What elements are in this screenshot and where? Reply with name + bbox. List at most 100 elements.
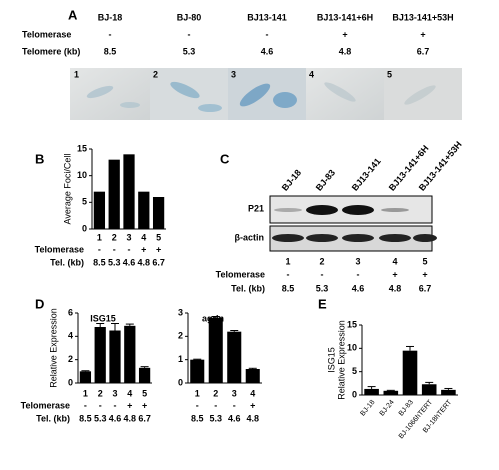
bar bbox=[364, 388, 379, 395]
cell: 5.3 bbox=[183, 46, 196, 56]
column-header: BJ13-141+53H bbox=[392, 12, 453, 22]
band-label: P21 bbox=[248, 203, 264, 213]
y-tick-label: 2 bbox=[68, 354, 73, 364]
cell: - bbox=[188, 29, 191, 39]
cell: 8.5 bbox=[282, 283, 295, 293]
cell: - bbox=[357, 269, 360, 279]
lane-number: 1 bbox=[285, 256, 290, 266]
cell: 8.5 bbox=[191, 413, 204, 423]
y-tick-label: 5 bbox=[352, 366, 357, 376]
image-number: 1 bbox=[74, 69, 79, 79]
row-label: Telomere (kb) bbox=[22, 46, 80, 56]
y-tick-label: 2 bbox=[178, 331, 183, 341]
y-tick-label: 5 bbox=[82, 197, 87, 207]
cell: + bbox=[422, 269, 427, 279]
panel-label: A bbox=[68, 7, 78, 22]
y-tick-label: 0 bbox=[82, 223, 87, 233]
cell: + bbox=[156, 244, 161, 254]
y-axis-label: Relative Expression bbox=[48, 308, 58, 388]
western-blot bbox=[269, 195, 437, 252]
cell: + bbox=[420, 29, 425, 39]
x-tick-label: 3 bbox=[232, 388, 237, 398]
bar bbox=[190, 359, 205, 383]
x-tick-label: 2 bbox=[213, 388, 218, 398]
cell: - bbox=[196, 400, 199, 410]
bar bbox=[421, 384, 437, 395]
panel-label: D bbox=[35, 296, 44, 311]
bar bbox=[138, 191, 150, 229]
row-label: Telomerase bbox=[216, 269, 265, 279]
row-label: Tel. (kb) bbox=[50, 257, 84, 267]
y-tick-label: 1 bbox=[178, 354, 183, 364]
image-number: 2 bbox=[153, 69, 158, 79]
cell: 4.6 bbox=[261, 46, 274, 56]
column-header: BJ-80 bbox=[177, 12, 202, 22]
y-axis-label: Average Foci/Cell bbox=[62, 154, 72, 225]
cell: 4.6 bbox=[228, 413, 241, 423]
cell: 4.8 bbox=[389, 283, 402, 293]
cell: 5.3 bbox=[209, 413, 222, 423]
x-tick-label: 4 bbox=[250, 388, 255, 398]
band-label: β-actin bbox=[235, 232, 265, 242]
lane-label: BJ-83 bbox=[314, 168, 337, 193]
x-tick-label: 4 bbox=[127, 388, 132, 398]
y-tick-label: 0 bbox=[178, 377, 183, 387]
bar bbox=[383, 390, 399, 395]
lane-label: BJ-18 bbox=[280, 168, 303, 193]
row-label: Telomerase bbox=[35, 244, 84, 254]
cell: 5.3 bbox=[94, 413, 107, 423]
y-tick-label: 15 bbox=[77, 143, 87, 153]
cell: - bbox=[99, 400, 102, 410]
bar bbox=[108, 159, 120, 229]
micrographs bbox=[70, 68, 462, 120]
cell: - bbox=[128, 244, 131, 254]
cell: 5.3 bbox=[108, 257, 121, 267]
image-number: 4 bbox=[309, 69, 314, 79]
x-tick-label: 1 bbox=[97, 232, 102, 242]
x-tick-label: BJ-1066hTERT bbox=[398, 398, 435, 440]
y-axis-label: Relative Expression bbox=[336, 320, 346, 400]
cell: 8.5 bbox=[79, 413, 92, 423]
x-tick-label: 5 bbox=[156, 232, 161, 242]
panel-label: C bbox=[220, 151, 230, 166]
bar bbox=[138, 367, 151, 383]
cell: 4.6 bbox=[352, 283, 365, 293]
panel-label: B bbox=[35, 151, 44, 166]
bar bbox=[441, 389, 456, 395]
row-label: Telomerase bbox=[21, 400, 70, 410]
cell: 8.5 bbox=[93, 257, 106, 267]
bar bbox=[124, 325, 136, 383]
x-tick-label: 1 bbox=[195, 388, 200, 398]
cell: + bbox=[250, 400, 255, 410]
x-tick-label: BJ-83 bbox=[398, 399, 415, 418]
lane-number: 2 bbox=[319, 256, 324, 266]
cell: - bbox=[114, 400, 117, 410]
column-header: BJ13-141+6H bbox=[317, 12, 373, 22]
cell: - bbox=[233, 400, 236, 410]
cell: - bbox=[109, 29, 112, 39]
bar bbox=[79, 371, 92, 383]
cell: 6.7 bbox=[138, 413, 151, 423]
row-label: Telomerase bbox=[22, 29, 71, 39]
cell: 4.8 bbox=[124, 413, 137, 423]
y-tick-label: 0 bbox=[68, 377, 73, 387]
bar bbox=[402, 350, 418, 395]
column-header: BJ13-141 bbox=[247, 12, 287, 22]
bar bbox=[227, 331, 242, 383]
row-label: Tel. (kb) bbox=[231, 283, 265, 293]
lane-label: BJ13-141 bbox=[350, 156, 383, 193]
x-tick-label: 3 bbox=[126, 232, 131, 242]
cell: 6.7 bbox=[419, 283, 432, 293]
y-tick-label: 6 bbox=[68, 307, 73, 317]
cell: + bbox=[141, 244, 146, 254]
x-tick-label: BJ-18 bbox=[359, 399, 376, 418]
y-tick-label: 0 bbox=[352, 389, 357, 399]
bar bbox=[152, 197, 165, 229]
lane-number: 5 bbox=[422, 256, 427, 266]
y-tick-label: 10 bbox=[347, 343, 357, 353]
cell: + bbox=[127, 400, 132, 410]
cell: 4.6 bbox=[109, 413, 122, 423]
lane-number: 4 bbox=[392, 256, 397, 266]
cell: 8.5 bbox=[104, 46, 117, 56]
